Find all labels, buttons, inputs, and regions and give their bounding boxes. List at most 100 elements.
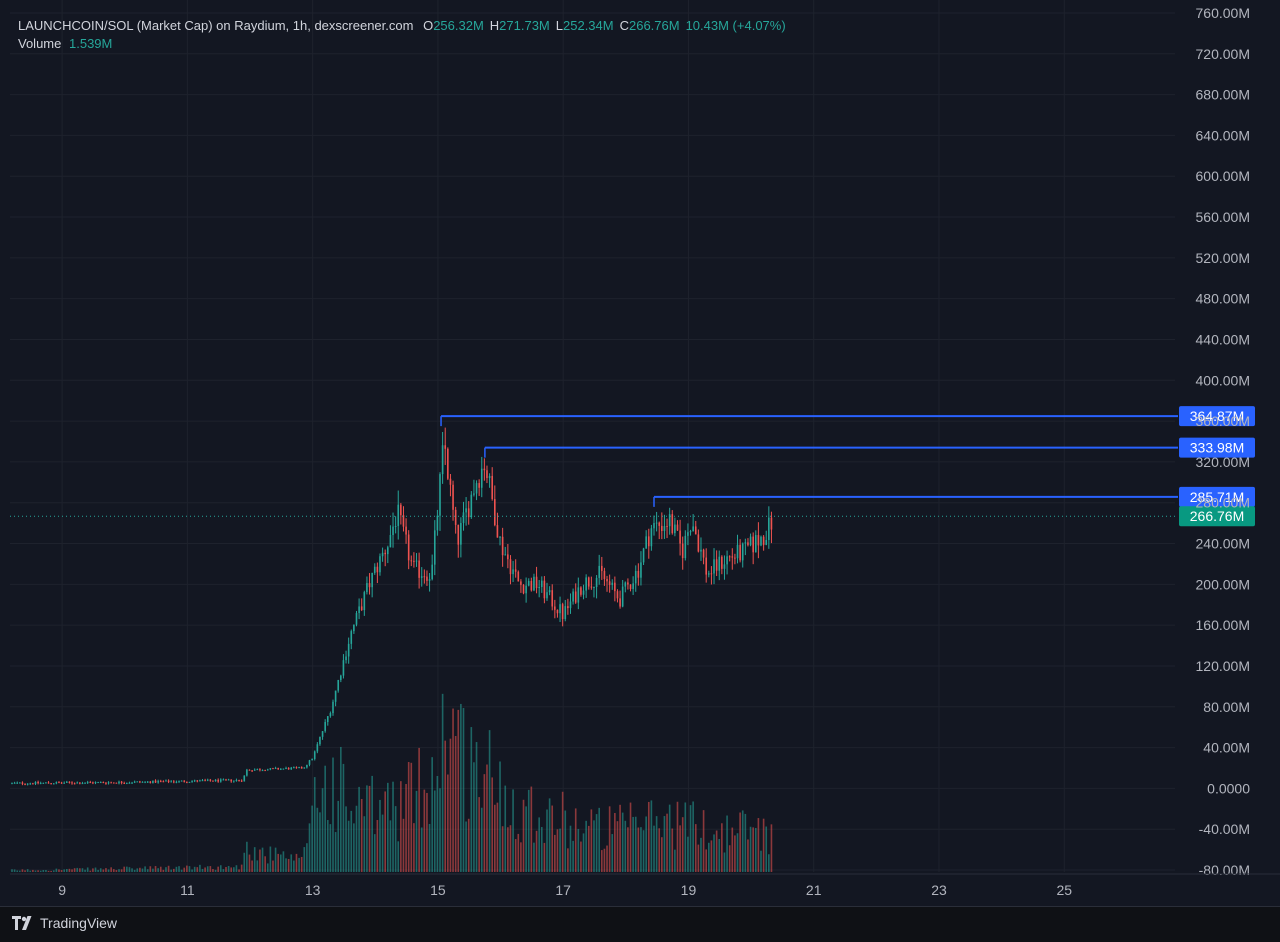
candle-body — [269, 768, 272, 770]
candle-body — [251, 770, 253, 772]
volume-bar — [316, 807, 319, 872]
candle-body — [509, 559, 512, 575]
candle-body — [655, 522, 658, 524]
volume-bar — [394, 806, 397, 872]
candle-body — [282, 768, 285, 770]
volume-bar — [347, 820, 350, 872]
candle-body — [454, 509, 457, 525]
volume-bar — [376, 820, 379, 872]
volume-bar — [687, 836, 689, 872]
volume-value: 1.539M — [69, 36, 113, 51]
volume-bar — [204, 867, 206, 872]
volume-bar — [478, 797, 480, 872]
volume-bars — [11, 693, 773, 872]
candle-body — [131, 782, 133, 784]
volume-bar — [548, 798, 551, 872]
volume-bar — [587, 825, 590, 872]
volume-bar — [447, 774, 449, 872]
candle-body — [504, 554, 507, 556]
volume-bar — [295, 853, 298, 872]
candle-body — [676, 524, 679, 531]
volume-bar — [363, 816, 366, 872]
level-price-tag[interactable] — [1179, 437, 1255, 458]
candle-body — [175, 781, 178, 783]
tradingview-logo[interactable]: TradingView — [12, 915, 117, 931]
candle-body — [233, 780, 235, 782]
volume-bar — [324, 765, 326, 872]
candle-body — [470, 494, 473, 518]
candle-body — [392, 526, 394, 536]
volume-bar — [264, 856, 266, 872]
volume-bar — [671, 828, 674, 872]
candle-body — [287, 767, 290, 770]
high-value: 271.73M — [499, 18, 550, 33]
volume-bar — [81, 868, 84, 872]
candle-body — [366, 583, 368, 593]
candle-body — [499, 536, 501, 538]
candle-body — [590, 586, 593, 588]
candle-body — [645, 536, 647, 549]
volume-bar — [415, 790, 418, 872]
volume-bar — [389, 820, 392, 872]
volume-bar — [39, 870, 42, 872]
candle-body — [668, 514, 671, 527]
level-price-tag[interactable] — [1179, 406, 1255, 427]
candlestick-chart[interactable]: 364.87M 333.98M 285.71M 266.76M 760.00M 720.… — [0, 0, 1280, 906]
candle-body — [632, 583, 634, 590]
candle-body — [188, 781, 191, 783]
candle-body — [757, 535, 760, 546]
volume-bar — [400, 781, 402, 872]
candle-body — [486, 470, 488, 479]
candle-body — [744, 542, 747, 544]
y-axis[interactable]: 760.00M 720.00M 680.00M 640.00M 600.00M 560.0… — [1196, 5, 1251, 878]
volume-bar — [225, 867, 227, 872]
volume-bar — [663, 816, 666, 872]
volume-bar — [700, 837, 702, 872]
high-label: H — [489, 18, 500, 33]
candle-body — [99, 782, 102, 784]
candle-body — [272, 768, 274, 770]
volume-bar — [162, 869, 165, 872]
close-label: C — [619, 18, 629, 33]
volume-bar — [509, 825, 512, 872]
volume-bar — [760, 850, 762, 872]
volume-bar — [32, 869, 34, 872]
volume-bar — [272, 860, 274, 872]
candle-body — [376, 566, 379, 573]
volume-bar — [217, 866, 219, 872]
volume-bar — [235, 865, 238, 872]
candle-body — [165, 780, 167, 782]
y-tick-label: 400.00M — [1196, 372, 1250, 388]
volume-bar — [157, 868, 159, 872]
volume-bar — [360, 798, 363, 872]
volume-bar — [728, 845, 731, 872]
candle-body — [191, 781, 193, 783]
candle-body — [79, 782, 81, 784]
candle-body — [520, 581, 522, 585]
volume-bar — [175, 866, 178, 872]
volume-bar — [266, 863, 269, 872]
horizontal-levels[interactable]: 364.87M 333.98M 285.71M 266.76M — [10, 406, 1255, 527]
candle-body — [347, 643, 350, 657]
change-value: 10.43M (+4.07%) — [685, 18, 786, 33]
last-price-tag[interactable] — [1179, 506, 1255, 527]
candle-body — [679, 530, 681, 544]
volume-bar — [580, 841, 582, 872]
candle-body — [439, 474, 441, 516]
volume-bar — [274, 847, 277, 872]
candle-body — [319, 736, 321, 745]
level-price-tag[interactable] — [1179, 486, 1255, 507]
x-axis[interactable]: 9 11 13 15 17 19 21 23 25 — [10, 873, 1280, 898]
volume-bar — [392, 781, 394, 872]
candle-body — [167, 780, 170, 783]
volume-bar — [371, 775, 373, 872]
volume-bar — [71, 869, 73, 872]
volume-bar — [76, 867, 79, 872]
volume-bar — [741, 810, 744, 872]
candle-body — [363, 592, 366, 611]
candle-body — [32, 783, 34, 785]
volume-bar — [240, 864, 243, 872]
candle-body — [279, 768, 282, 770]
candle-body — [196, 780, 199, 782]
